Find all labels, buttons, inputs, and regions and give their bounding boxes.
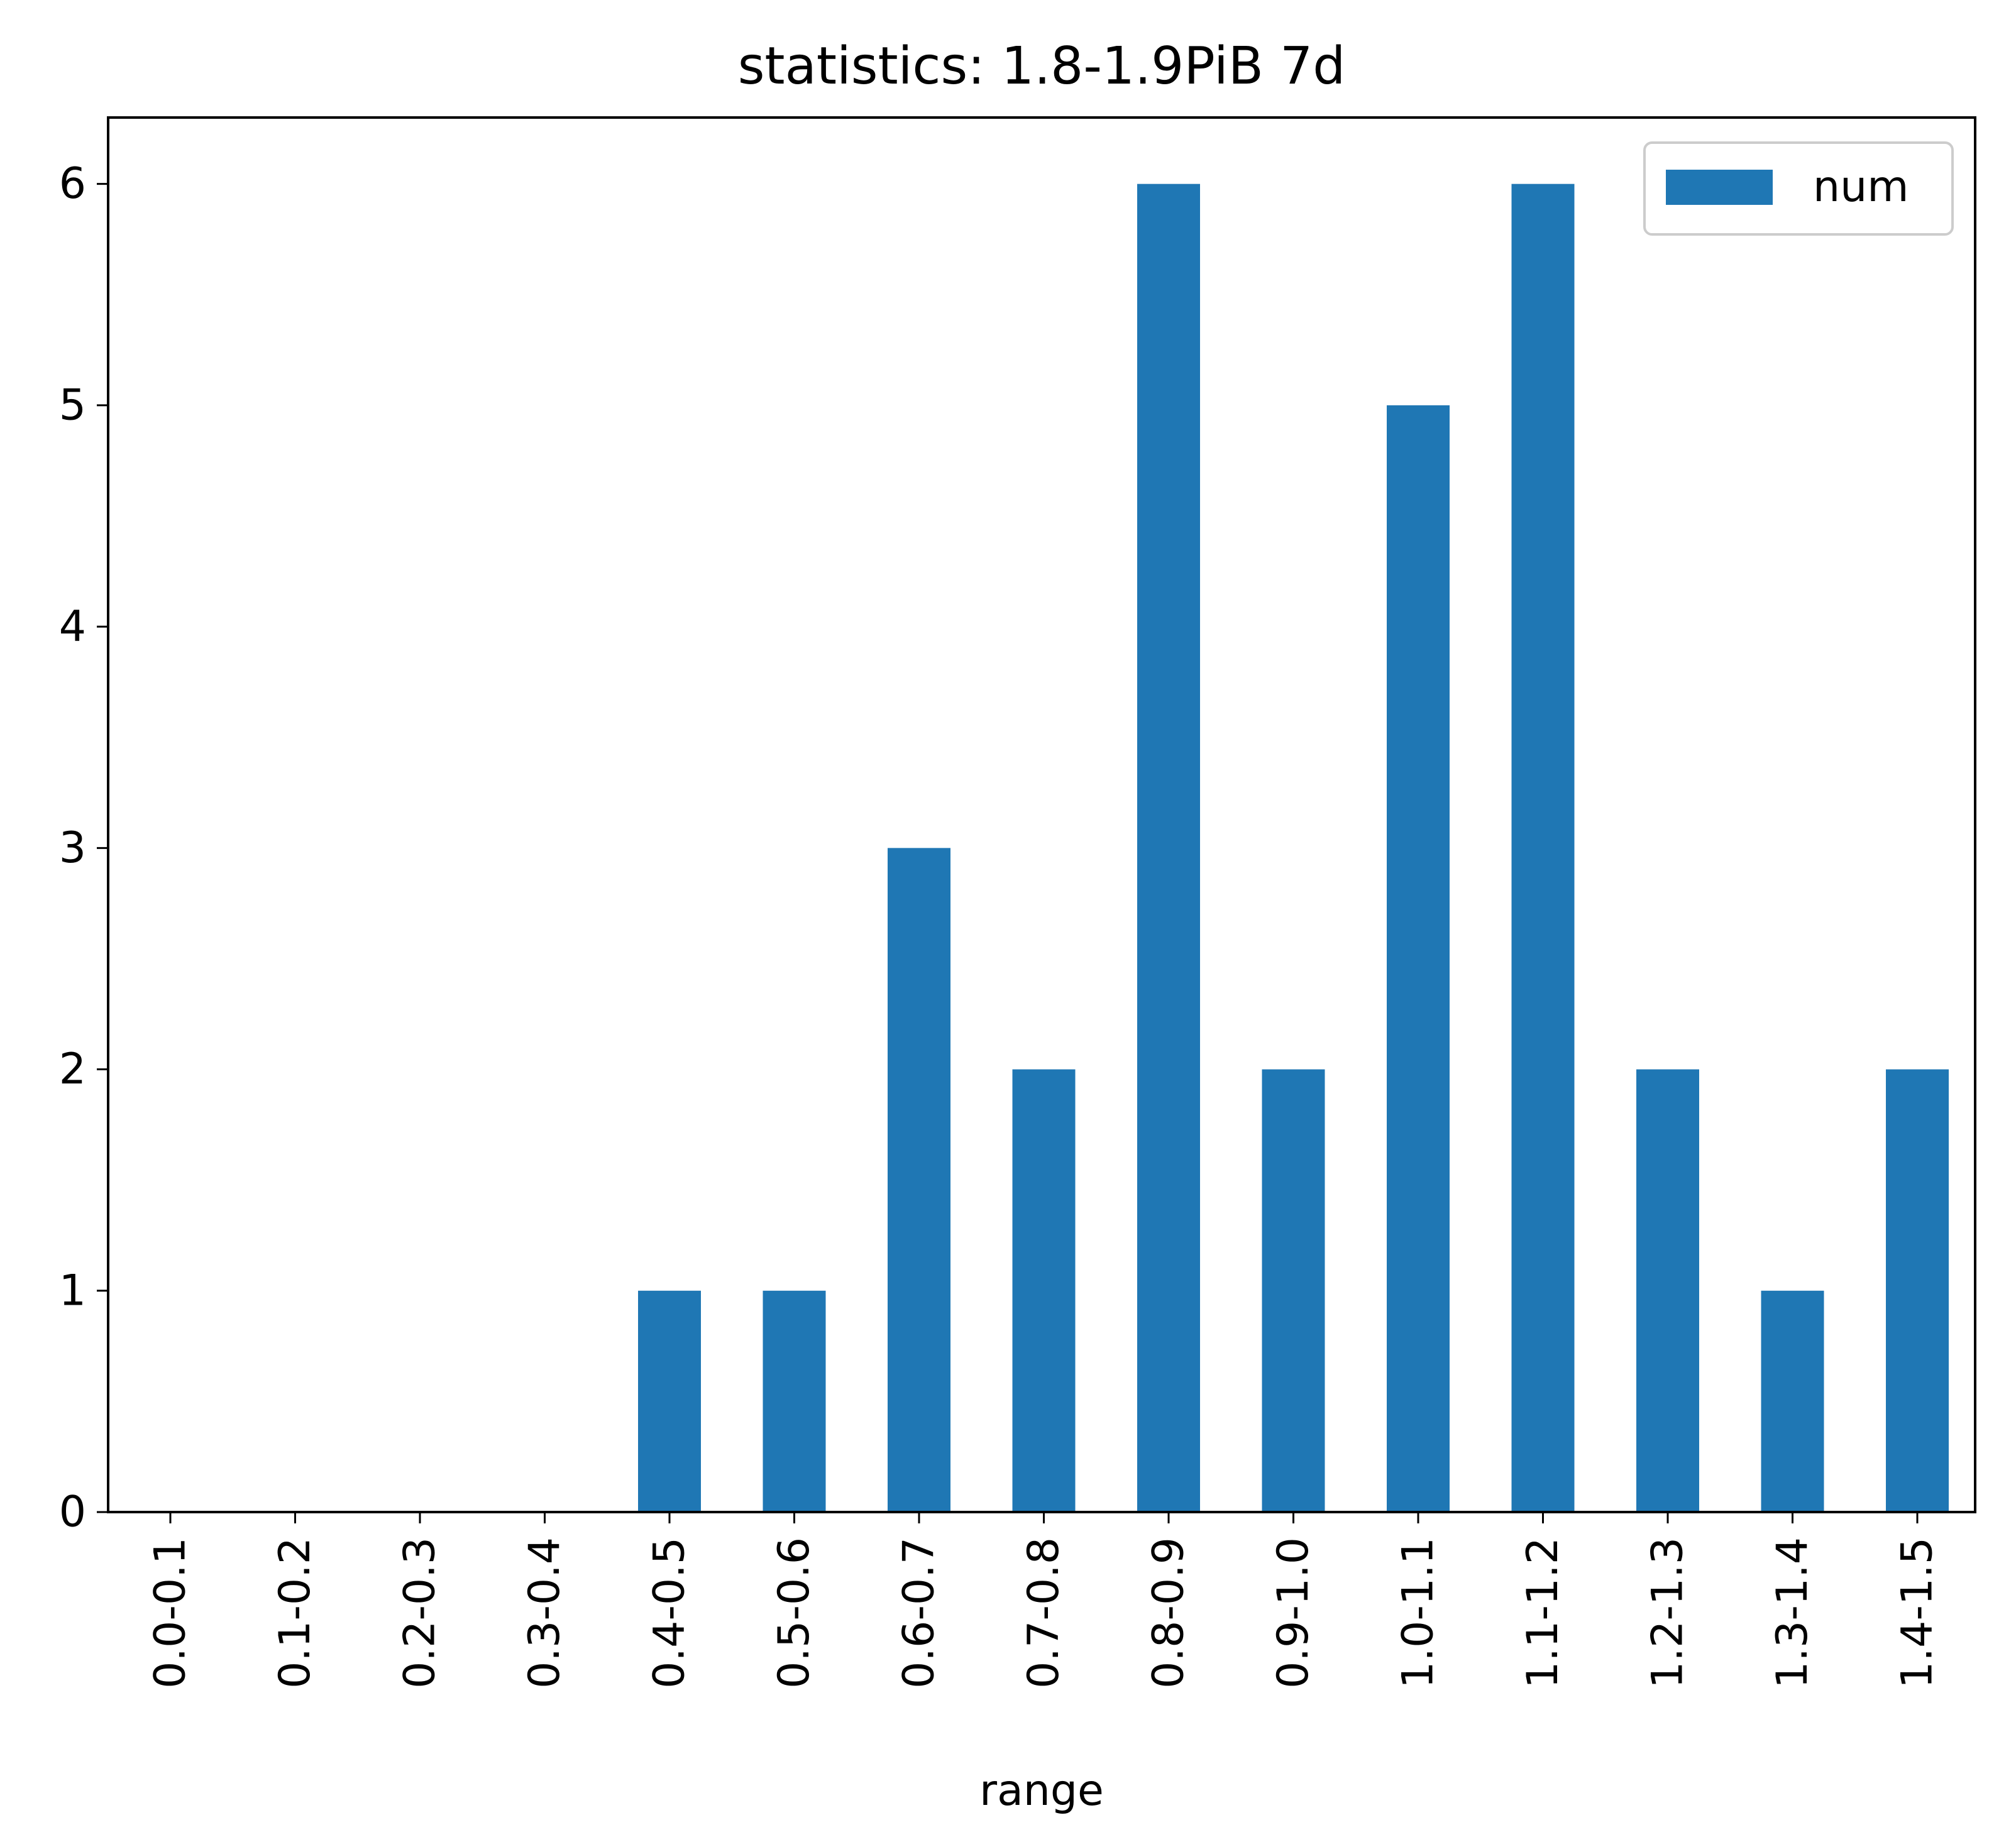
y-tick-label: 6 (59, 159, 86, 209)
x-tick-label: 0.1-0.2 (270, 1537, 320, 1689)
legend-swatch (1666, 170, 1773, 205)
plot-frame (107, 116, 1976, 1513)
y-tick-label: 2 (59, 1044, 86, 1094)
x-tick-label: 0.0-0.1 (146, 1537, 196, 1689)
x-tick-label: 0.5-0.6 (769, 1537, 819, 1689)
x-tick-label: 0.7-0.8 (1019, 1537, 1069, 1689)
x-axis-ticks: 0.0-0.1 0.1-0.2 0.2-0.3 0.3-0.4 0.4-0.5 0.5-0… (146, 1512, 1942, 1689)
y-tick-label: 1 (59, 1266, 86, 1315)
legend-box (1643, 141, 1954, 236)
chart-title: statistics: 1.8-1.9PiB 7d (738, 36, 1346, 96)
x-tick-label: 0.2-0.3 (395, 1537, 445, 1689)
bar-0.9-1.0 (1262, 1069, 1325, 1512)
x-tick-label: 0.8-0.9 (1144, 1537, 1194, 1689)
bar-1.2-1.3 (1636, 1069, 1699, 1512)
y-tick-label: 5 (59, 380, 86, 430)
y-tick-label: 4 (59, 602, 86, 652)
x-tick-label: 0.6-0.7 (895, 1537, 944, 1689)
bar-0.4-0.5 (638, 1290, 701, 1512)
y-axis-ticks: 0 1 2 3 4 5 6 (59, 159, 108, 1537)
x-axis-label: range (979, 1766, 1104, 1816)
x-tick-label: 1.0-1.1 (1394, 1537, 1443, 1689)
bar-1.1-1.2 (1511, 184, 1575, 1512)
x-tick-label: 1.4-1.5 (1893, 1537, 1942, 1689)
legend: num (1643, 141, 1954, 236)
x-tick-label: 1.2-1.3 (1643, 1537, 1693, 1689)
y-tick-label: 3 (59, 823, 86, 873)
bar-1.4-1.5 (1886, 1069, 1949, 1512)
bar-0.8-0.9 (1137, 184, 1200, 1512)
bar-0.6-0.7 (888, 848, 950, 1512)
x-tick-label: 1.3-1.4 (1768, 1537, 1817, 1689)
bar-1.0-1.1 (1387, 405, 1450, 1512)
x-tick-label: 0.4-0.5 (645, 1537, 695, 1689)
x-tick-label: 1.1-1.2 (1518, 1537, 1568, 1689)
bar-1.3-1.4 (1761, 1290, 1824, 1512)
y-tick-label: 0 (59, 1488, 86, 1537)
bar-0.5-0.6 (763, 1290, 826, 1512)
bar-0.7-0.8 (1012, 1069, 1076, 1512)
bars-group (638, 184, 1949, 1512)
x-tick-label: 0.9-1.0 (1269, 1537, 1318, 1689)
x-tick-label: 0.3-0.4 (520, 1537, 570, 1689)
legend-label: num (1813, 162, 1909, 212)
